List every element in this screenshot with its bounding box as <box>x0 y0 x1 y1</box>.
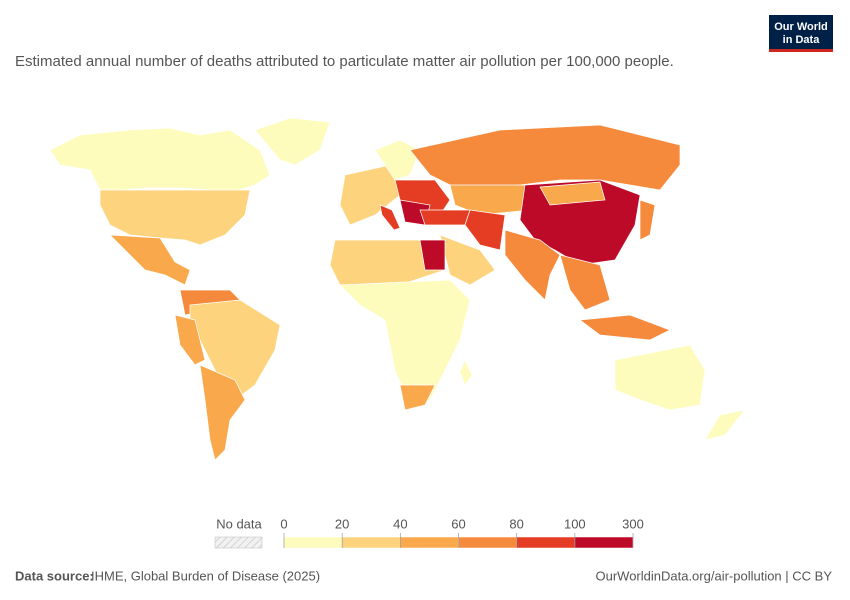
country <box>504 229 561 301</box>
country <box>439 234 496 286</box>
legend: 0 20 40 60 80 100 300 <box>280 516 644 549</box>
logo <box>769 15 833 51</box>
country <box>254 117 331 166</box>
legend-tick-label: 80 <box>509 516 523 531</box>
source-label: Data source: <box>15 568 94 583</box>
legend-tick-label: 100 <box>564 516 586 531</box>
country <box>459 359 473 386</box>
country <box>399 384 436 411</box>
logo-text: in Data <box>783 34 821 46</box>
country <box>174 314 206 366</box>
country <box>704 409 746 441</box>
legend-bin <box>516 536 576 549</box>
country <box>99 189 251 246</box>
country <box>614 344 706 411</box>
world-map <box>49 117 746 461</box>
country <box>49 127 271 191</box>
country <box>109 234 191 286</box>
country <box>639 199 656 241</box>
country <box>419 209 471 226</box>
legend-bin <box>458 536 517 549</box>
logo-bar <box>769 49 833 52</box>
country <box>339 279 471 406</box>
source: IHME, Global Burden of Disease (2025) <box>91 568 320 583</box>
legend-bin <box>574 536 634 549</box>
country <box>199 364 246 461</box>
subtitle: Estimated annual number of deaths attrib… <box>15 53 674 70</box>
country <box>374 139 421 181</box>
country <box>539 181 606 206</box>
legend-bin <box>341 536 401 549</box>
country <box>379 204 401 231</box>
country <box>559 254 611 311</box>
legend-tick-label: 20 <box>335 516 349 531</box>
legend-tick-label: 40 <box>393 516 407 531</box>
no-data-swatch <box>214 536 263 549</box>
legend-tick-label: 300 <box>622 516 644 531</box>
legend-bin <box>283 536 343 549</box>
legend-tick-label: 0 <box>280 516 287 531</box>
country <box>579 314 671 341</box>
url-license: OurWorldinData.org/air-pollution | CC BY <box>595 568 832 583</box>
logo-text: Our World <box>774 21 828 33</box>
legend-bin <box>400 536 459 549</box>
country <box>409 124 681 191</box>
country <box>419 239 446 271</box>
no-data-label: No data <box>216 516 262 531</box>
country <box>464 209 506 251</box>
legend-tick-label: 60 <box>451 516 465 531</box>
